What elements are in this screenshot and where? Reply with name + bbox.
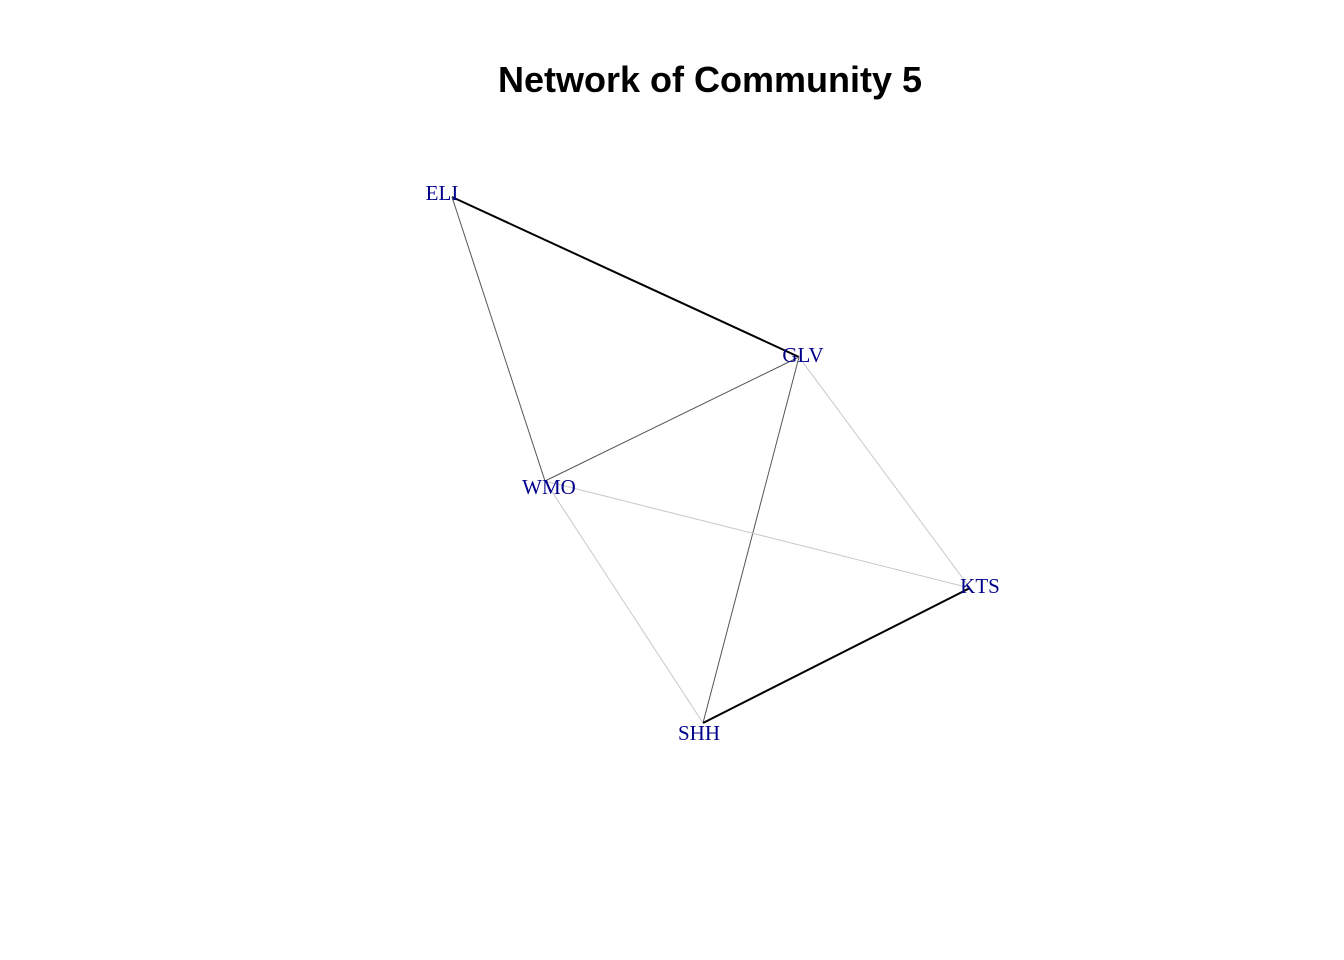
edge-eli-wmo [451,196,546,482]
edge-eli-glv [451,196,800,358]
edge-wmo-kts [544,480,971,589]
node-label-shh: SHH [678,721,720,745]
edge-glv-wmo [544,356,800,482]
nodes-layer: ELI GLV WMO KTS SHH [426,181,1000,745]
edge-wmo-shh [544,480,704,724]
edge-shh-kts [702,587,971,724]
node-label-glv: GLV [782,343,823,367]
edge-glv-kts [798,356,971,589]
diagram-title: Network of Community 5 [497,59,923,100]
node-label-kts: KTS [960,574,1000,598]
node-label-eli: ELI [426,181,459,205]
edges-layer [451,196,971,724]
edge-glv-shh [702,356,800,724]
node-label-wmo: WMO [522,475,576,499]
